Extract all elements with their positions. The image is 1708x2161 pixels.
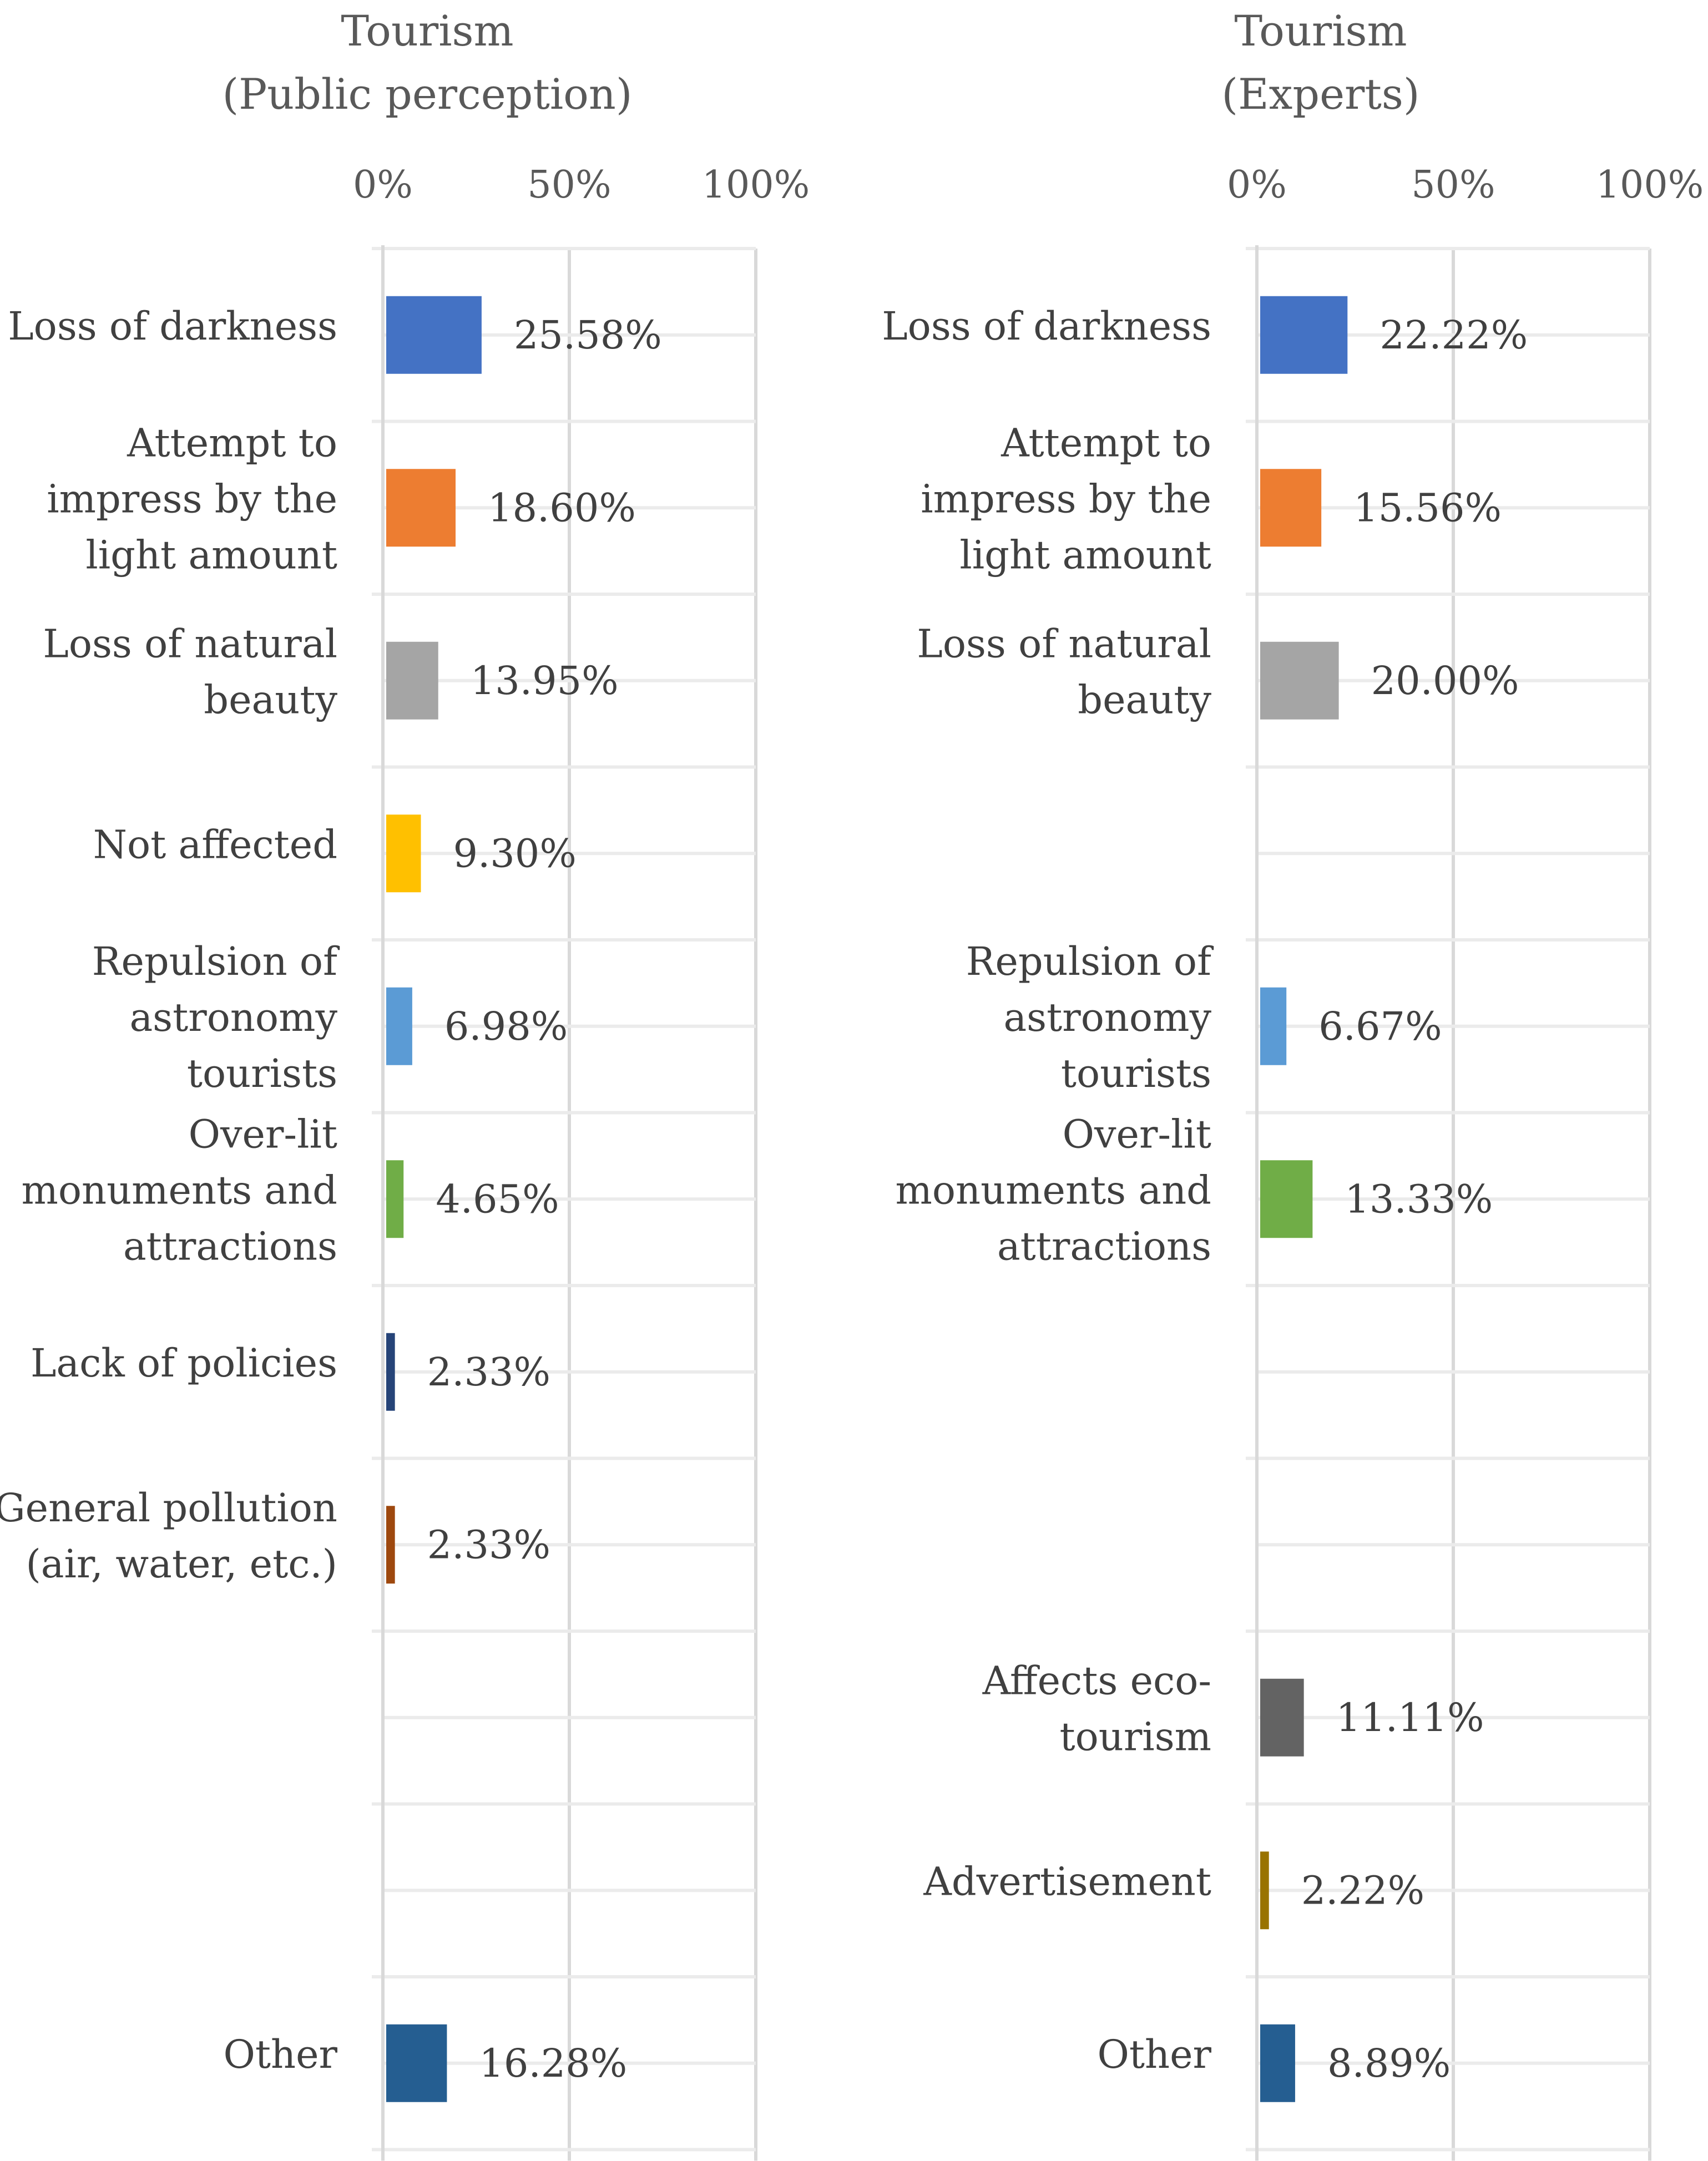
x-tick-label: 0% bbox=[353, 163, 413, 207]
data-label: 2.33% bbox=[427, 1522, 550, 1567]
data-label: 9.30% bbox=[453, 831, 576, 876]
category-label: Loss of natural beauty bbox=[43, 621, 337, 722]
data-label: 18.60% bbox=[488, 485, 636, 530]
category-label: Advertisement bbox=[923, 1859, 1211, 1904]
data-label: 6.98% bbox=[444, 1004, 568, 1049]
data-label: 13.95% bbox=[471, 658, 619, 704]
data-label: 8.89% bbox=[1327, 2041, 1451, 2086]
bar bbox=[386, 1160, 404, 1238]
bar bbox=[1260, 469, 1322, 547]
category-label: Loss of darkness bbox=[8, 303, 337, 349]
x-tick-label: 50% bbox=[527, 163, 611, 207]
bar bbox=[386, 469, 456, 547]
bar bbox=[1260, 1160, 1313, 1238]
category-label: Repulsion of astronomy tourists bbox=[966, 939, 1214, 1096]
category-label: Not affected bbox=[93, 822, 337, 867]
category-label: Repulsion of astronomy tourists bbox=[92, 939, 340, 1096]
x-tick-label: 100% bbox=[702, 163, 810, 207]
data-label: 15.56% bbox=[1353, 485, 1502, 530]
x-tick-label: 100% bbox=[1596, 163, 1704, 207]
bar bbox=[386, 296, 482, 374]
category-label: Loss of darkness bbox=[882, 303, 1211, 349]
bar bbox=[1260, 296, 1348, 374]
bar bbox=[1260, 987, 1287, 1065]
data-label: 2.33% bbox=[427, 1349, 550, 1395]
category-label: Loss of natural beauty bbox=[917, 621, 1211, 722]
data-label: 2.22% bbox=[1301, 1868, 1424, 1913]
bar bbox=[1260, 641, 1339, 720]
category-label: Over-lit monuments and attractions bbox=[21, 1111, 337, 1269]
category-label: Lack of policies bbox=[31, 1340, 337, 1386]
bar bbox=[386, 987, 412, 1065]
category-label: Other bbox=[1098, 2032, 1212, 2077]
bar bbox=[1260, 2024, 1295, 2102]
category-label: Other bbox=[224, 2032, 338, 2077]
data-label: 11.11% bbox=[1336, 1695, 1484, 1740]
x-tick-label: 50% bbox=[1411, 163, 1495, 207]
bar bbox=[386, 2024, 447, 2102]
chart-title: Tourism (Experts) bbox=[1221, 6, 1419, 119]
category-label: Over-lit monuments and attractions bbox=[895, 1111, 1211, 1269]
category-label: Attempt to impress by the light amount bbox=[921, 420, 1211, 578]
bar bbox=[386, 814, 421, 893]
data-label: 20.00% bbox=[1371, 658, 1519, 704]
data-label: 22.22% bbox=[1379, 312, 1528, 358]
chart-panel-experts: Tourism (Experts) 0% 50% 100% Loss of darknes… bbox=[882, 6, 1704, 2161]
category-label: General pollution (air, water, etc.) bbox=[0, 1485, 337, 1587]
data-label: 6.67% bbox=[1318, 1004, 1442, 1049]
category-label: Affects eco-tourism bbox=[982, 1658, 1211, 1759]
x-tick-label: 0% bbox=[1227, 163, 1287, 207]
data-label: 25.58% bbox=[514, 312, 662, 358]
data-label: 13.33% bbox=[1345, 1176, 1493, 1222]
chart-panel-public-perception: Tourism (Public perception) 0% 50% 100% Loss … bbox=[0, 6, 810, 2161]
bar bbox=[386, 1506, 395, 1584]
chart-title: Tourism (Public perception) bbox=[222, 6, 632, 119]
data-label: 4.65% bbox=[436, 1176, 559, 1222]
bar bbox=[386, 1333, 395, 1411]
bar bbox=[1260, 1678, 1304, 1757]
category-label: Attempt to impress by the light amount bbox=[47, 420, 337, 578]
bar bbox=[386, 641, 438, 720]
bar bbox=[1260, 1851, 1269, 1930]
data-label: 16.28% bbox=[479, 2041, 627, 2086]
